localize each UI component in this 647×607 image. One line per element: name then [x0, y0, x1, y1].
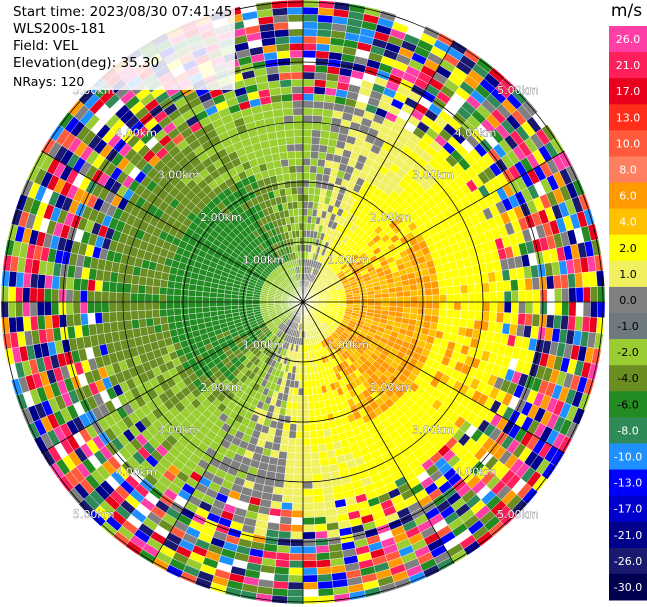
- scan-info: Start time: 2023/08/30 07:41:45 WLS200s-…: [10, 4, 236, 90]
- colorbar-tick-label: 4.0: [619, 216, 637, 229]
- range-ring-label: 5.00km: [497, 508, 539, 521]
- colorbar-tick-label: -26.0: [614, 555, 642, 568]
- colorbar-tick-label: -13.0: [614, 477, 642, 490]
- range-ring-label: 4.00km: [455, 126, 497, 139]
- colorbar-tick-label: -30.0: [614, 581, 642, 594]
- colorbar-tick-label: 1.0: [619, 268, 637, 281]
- colorbar-tick-label: 13.0: [616, 111, 641, 124]
- field-text: Field: VEL: [13, 38, 79, 54]
- range-ring-label: 5.00km: [73, 508, 115, 521]
- colorbar-tick-label: 10.0: [616, 137, 641, 150]
- range-ring-label: 1.00km: [327, 338, 369, 351]
- colorbar-tick-label: -8.0: [617, 424, 638, 437]
- colorbar-tick-label: -21.0: [614, 529, 642, 542]
- colorbar-tick-label: -2.0: [617, 346, 638, 359]
- colorbar-swatch: [609, 78, 647, 105]
- colorbar-swatch: [609, 286, 647, 314]
- range-ring-label: 3.00km: [158, 169, 200, 182]
- colorbar-tick-label: 0.0: [619, 294, 637, 307]
- colorbar-tick-label: 6.0: [619, 190, 637, 203]
- colorbar-swatch: [609, 234, 647, 262]
- colorbar-swatch: [609, 365, 647, 392]
- range-ring-label: 3.00km: [412, 169, 454, 182]
- azimuth-line: [41, 150, 565, 454]
- colorbar-tick-label: -6.0: [617, 398, 638, 411]
- range-ring-label: 1.00km: [243, 338, 285, 351]
- colorbar-tick-label: 26.0: [616, 33, 641, 46]
- colorbar-tick-label: -4.0: [617, 372, 638, 385]
- range-ring-label: 5.00km: [497, 84, 539, 97]
- velocity-colorbar: 26.0 21.0 17.0 13.0 10.0 8.0 6.0 4.0 2.0 1.0 0.0 -1…: [609, 26, 647, 601]
- colorbar-swatch: [609, 573, 647, 601]
- start-time-text: Start time: 2023/08/30 07:41:45: [13, 4, 233, 20]
- colorbar-swatch: [609, 104, 647, 131]
- range-ring-label: 2.00km: [200, 381, 242, 394]
- radar-ppi-plot: 1.00km 1.00km 1.00km 1.00km 2.00km 2.00km 2.00…: [0, 0, 606, 605]
- colorbar-tick-label: 21.0: [616, 59, 641, 72]
- colorbar-tick-label: -1.0: [617, 320, 638, 333]
- velocity-field: [0, 0, 606, 605]
- colorbar-swatch: [609, 339, 647, 366]
- colorbar-swatch: [609, 521, 647, 549]
- colorbar-tick-label: 17.0: [616, 85, 641, 98]
- range-ring-label: 2.00km: [370, 211, 412, 224]
- colorbar-unit: m/s: [606, 0, 647, 22]
- colorbar-swatch: [609, 313, 647, 340]
- colorbar-swatch: [609, 208, 647, 236]
- colorbar-tick-label: -17.0: [614, 503, 642, 516]
- nrays-text: NRays: 120: [13, 74, 85, 89]
- colorbar-swatch: [609, 182, 647, 210]
- range-ring-label: 3.00km: [412, 423, 454, 436]
- elevation-text: Elevation(deg): 35.30: [13, 55, 160, 71]
- colorbar-swatch: [609, 156, 647, 184]
- site-name-text: WLS200s-181: [13, 21, 106, 37]
- colorbar-swatch: [609, 26, 647, 53]
- range-ring-label: 3.00km: [158, 423, 200, 436]
- colorbar-swatch: [609, 417, 647, 444]
- colorbar-tick-label: 8.0: [619, 164, 637, 177]
- colorbar-swatch: [609, 260, 647, 288]
- range-ring-label: 4.00km: [115, 466, 157, 479]
- colorbar-swatch: [609, 391, 647, 418]
- range-ring-label: 2.00km: [370, 381, 412, 394]
- range-ring-label: 4.00km: [455, 466, 497, 479]
- colorbar-swatch: [609, 443, 647, 471]
- range-ring-label: 1.00km: [327, 254, 369, 267]
- range-ring-label: 2.00km: [200, 211, 242, 224]
- range-ring-label: 4.00km: [115, 126, 157, 139]
- colorbar-tick-label: 2.0: [619, 242, 637, 255]
- range-ring-label: 1.00km: [243, 254, 285, 267]
- colorbar-tick-label: -10.0: [614, 451, 642, 464]
- colorbar-swatch: [609, 495, 647, 523]
- colorbar-swatch: [609, 469, 647, 497]
- colorbar-swatch: [609, 547, 647, 575]
- colorbar-swatch: [609, 52, 647, 79]
- colorbar-swatch: [609, 130, 647, 157]
